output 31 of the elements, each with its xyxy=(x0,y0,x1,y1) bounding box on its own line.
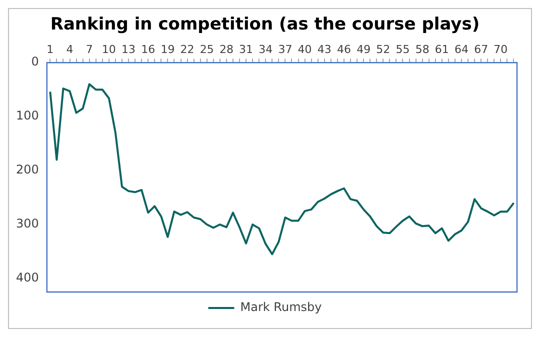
x-tick-label: 58 xyxy=(415,42,430,56)
y-tick-label: 200 xyxy=(16,162,39,177)
x-tick-label: 64 xyxy=(454,42,469,56)
y-tick-label: 100 xyxy=(16,108,39,123)
y-tick-label: 300 xyxy=(16,216,39,231)
legend-label: Mark Rumsby xyxy=(240,300,322,314)
x-tick-label: 7 xyxy=(86,42,93,56)
x-tick-label: 34 xyxy=(258,42,273,56)
x-tick-label: 13 xyxy=(122,42,136,56)
x-tick-label: 46 xyxy=(336,42,351,56)
x-tick-label: 1 xyxy=(46,42,54,56)
x-tick-label: 16 xyxy=(141,42,156,56)
x-tick-label: 22 xyxy=(180,42,194,56)
x-tick-label: 19 xyxy=(160,42,175,56)
y-tick-label: 400 xyxy=(16,270,39,285)
x-tick-label: 37 xyxy=(278,42,292,56)
x-tick-label: 10 xyxy=(102,42,116,56)
x-tick-label: 25 xyxy=(200,42,214,56)
x-tick-label: 49 xyxy=(356,42,371,56)
x-tick-label: 52 xyxy=(376,42,390,56)
x-tick-label: 55 xyxy=(396,42,410,56)
x-tick-label: 70 xyxy=(494,42,508,56)
x-tick-label: 31 xyxy=(239,42,254,56)
y-tick-label: 0 xyxy=(31,54,39,69)
x-tick-label: 40 xyxy=(298,42,312,56)
x-tick-label: 61 xyxy=(434,42,449,56)
x-tick-label: 67 xyxy=(474,42,488,56)
x-tick-label: 43 xyxy=(317,42,332,56)
x-tick-label: 28 xyxy=(219,42,234,56)
x-tick-label: 4 xyxy=(66,42,74,56)
chart-title: Ranking in competition (as the course plays) xyxy=(50,14,480,35)
